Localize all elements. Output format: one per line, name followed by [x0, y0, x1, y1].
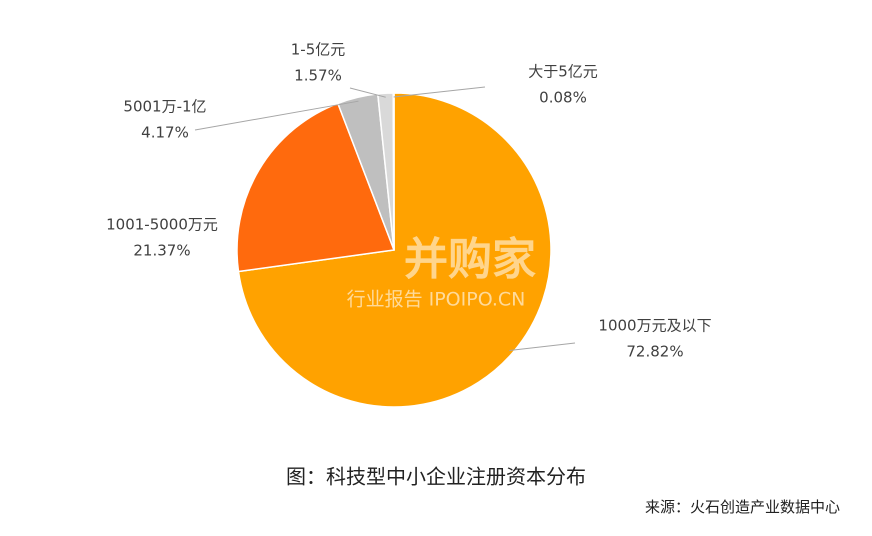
source: 来源：火石创造产业数据中心: [645, 498, 840, 516]
slice-label: 1001-5000万元: [106, 216, 218, 234]
slice-label: 大于5亿元: [528, 63, 598, 81]
value-label: 0.08%: [539, 89, 587, 107]
leader-line: [393, 86, 486, 98]
leader-line: [509, 342, 576, 352]
pie-slice: [392, 92, 395, 251]
chart-title: 图：科技型中小企业注册资本分布: [286, 465, 586, 489]
slice-label: 1000万元及以下: [598, 317, 711, 335]
value-label: 21.37%: [133, 242, 190, 260]
watermark: 并购家: [404, 234, 536, 285]
watermark: 行业报告 IPOIPO.CN: [347, 289, 526, 311]
slice-label: 5001万-1亿: [123, 98, 206, 116]
value-label: 4.17%: [141, 124, 189, 142]
pie: [236, 92, 552, 408]
value-label: 72.82%: [626, 343, 683, 361]
value-label: 1.57%: [294, 67, 342, 85]
slice-label: 1-5亿元: [291, 41, 346, 59]
leader-line: [194, 100, 359, 131]
pie-slice: [236, 102, 396, 273]
leader-line: [349, 87, 386, 98]
